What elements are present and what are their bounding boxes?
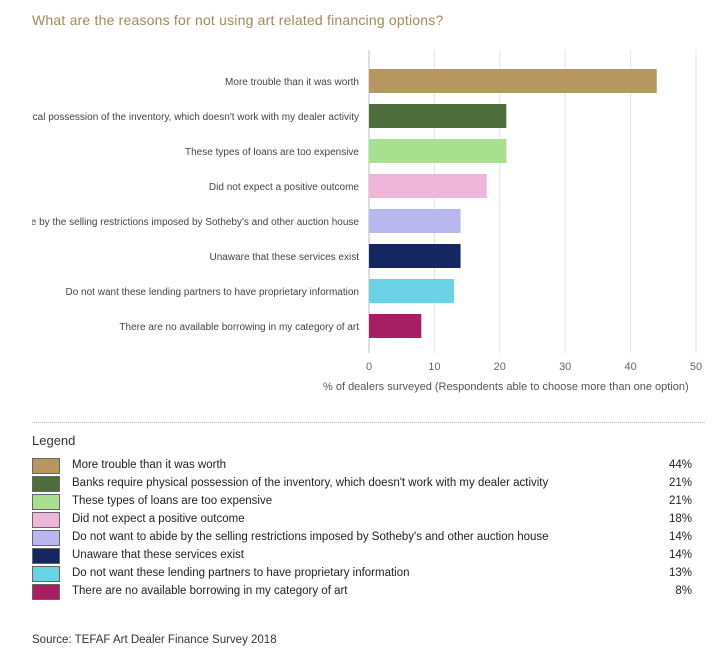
bar xyxy=(369,209,461,233)
legend-value: 21% xyxy=(668,495,692,507)
source-note: Source: TEFAF Art Dealer Finance Survey … xyxy=(32,634,277,646)
legend-value: 14% xyxy=(668,549,692,561)
legend-value: 18% xyxy=(668,513,692,525)
legend-item: Do not want these lending partners to ha… xyxy=(32,565,698,583)
category-label: These types of loans are too expensive xyxy=(185,147,359,158)
legend-swatch xyxy=(32,584,60,600)
bar xyxy=(369,174,487,198)
legend-swatch xyxy=(32,512,60,528)
x-axis-ticks: 0 10 20 30 40 50 xyxy=(366,361,702,373)
category-label: Banks require physical possession of the… xyxy=(0,112,359,123)
legend-value: 8% xyxy=(675,585,692,597)
chart-title: What are the reasons for not using art r… xyxy=(32,12,444,28)
x-tick-label: 30 xyxy=(559,361,571,373)
bar xyxy=(369,244,461,268)
x-tick-label: 40 xyxy=(624,361,636,373)
legend-label: Did not expect a positive outcome xyxy=(72,513,245,525)
legend-item: Do not want to abide by the selling rest… xyxy=(32,529,698,547)
legend: More trouble than it was worth 44% Banks… xyxy=(32,457,698,601)
bar-chart: More trouble than it was worth Banks requ… xyxy=(0,50,702,393)
bar xyxy=(369,104,507,128)
legend-label: Banks require physical possession of the… xyxy=(72,477,549,489)
legend-swatch xyxy=(32,530,60,546)
legend-label: There are no available borrowing in my c… xyxy=(72,585,348,597)
category-label: Do not want these lending partners to ha… xyxy=(65,287,359,298)
legend-item: Unaware that these services exist 14% xyxy=(32,547,698,565)
legend-swatch xyxy=(32,566,60,582)
category-label: More trouble than it was worth xyxy=(225,77,359,88)
legend-swatch xyxy=(32,494,60,510)
legend-title: Legend xyxy=(32,433,76,448)
legend-value: 13% xyxy=(668,567,692,579)
bar xyxy=(369,279,455,303)
category-label: Did not expect a positive outcome xyxy=(209,182,360,193)
legend-value: 21% xyxy=(668,477,692,489)
x-tick-label: 0 xyxy=(366,361,372,373)
legend-value: 44% xyxy=(668,459,692,471)
legend-label: Unaware that these services exist xyxy=(72,549,244,561)
bar xyxy=(369,314,422,338)
legend-swatch xyxy=(32,476,60,492)
bar xyxy=(369,139,507,163)
category-label: Unaware that these services exist xyxy=(209,252,359,263)
legend-swatch xyxy=(32,458,60,474)
x-tick-label: 10 xyxy=(428,361,440,373)
bar xyxy=(369,69,657,93)
legend-label: Do not want these lending partners to ha… xyxy=(72,567,410,579)
legend-divider xyxy=(32,422,705,423)
x-axis-label: % of dealers surveyed (Respondents able … xyxy=(323,381,689,393)
legend-label: Do not want to abide by the selling rest… xyxy=(72,531,549,543)
legend-label: These types of loans are too expensive xyxy=(72,495,273,507)
legend-item: Did not expect a positive outcome 18% xyxy=(32,511,698,529)
legend-item: Banks require physical possession of the… xyxy=(32,475,698,493)
legend-value: 14% xyxy=(668,531,692,543)
gridlines xyxy=(368,50,697,353)
legend-item: These types of loans are too expensive 2… xyxy=(32,493,698,511)
legend-label: More trouble than it was worth xyxy=(72,459,227,471)
x-tick-label: 20 xyxy=(494,361,506,373)
x-tick-label: 50 xyxy=(690,361,702,373)
category-label: There are no available borrowing in my c… xyxy=(119,322,359,333)
legend-swatch xyxy=(32,548,60,564)
category-label: Do not want to abide by the selling rest… xyxy=(0,217,359,228)
category-labels: More trouble than it was worth Banks requ… xyxy=(0,77,360,333)
legend-item: There are no available borrowing in my c… xyxy=(32,583,698,601)
legend-item: More trouble than it was worth 44% xyxy=(32,457,698,475)
bars xyxy=(369,69,657,338)
